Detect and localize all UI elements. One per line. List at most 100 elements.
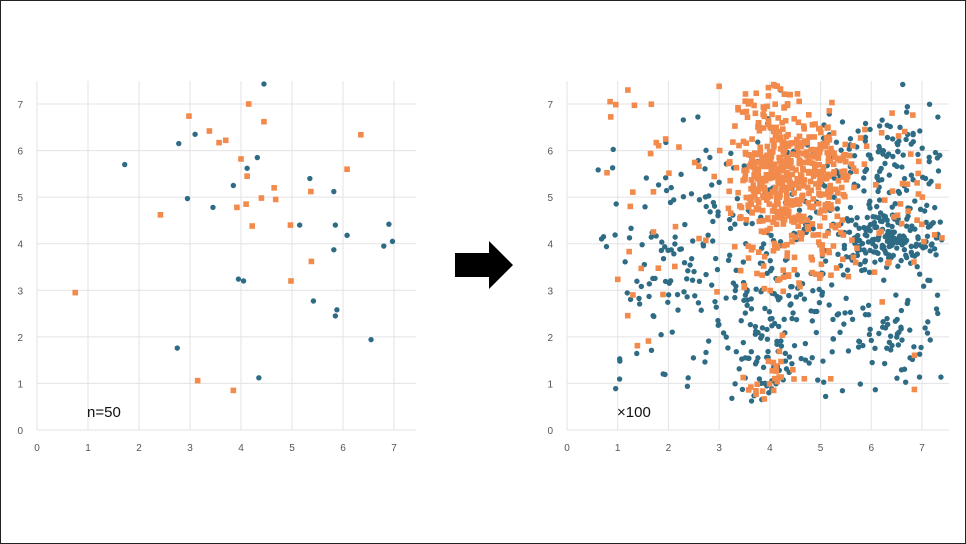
x-tick-label: 1 [615, 443, 621, 454]
blue-circle-point [922, 325, 928, 331]
orange-square-point [820, 164, 827, 170]
blue-circle-point [844, 215, 850, 222]
orange-square-point [627, 203, 634, 210]
blue-circle-point [733, 267, 739, 274]
orange-square-point [764, 143, 771, 150]
orange-square-point [766, 201, 773, 207]
orange-square-point [736, 142, 742, 149]
orange-square-point [771, 143, 777, 150]
orange-square-point [810, 232, 817, 238]
orange-square-point [655, 142, 662, 149]
orange-square-point [773, 363, 779, 369]
orange-square-point [839, 217, 846, 223]
orange-square-point [754, 270, 760, 277]
blue-circle-point [796, 207, 803, 213]
orange-square-point [770, 208, 776, 214]
orange-square-point [776, 128, 783, 135]
blue-circle-point [864, 214, 870, 221]
blue-circle-point [914, 251, 921, 257]
orange-square-point [245, 101, 252, 107]
blue-circle-point [907, 327, 913, 333]
blue-circle-point [122, 161, 128, 168]
blue-circle-point [741, 163, 747, 169]
orange-square-point [817, 241, 823, 248]
orange-square-point [780, 267, 787, 273]
blue-circle-point [332, 313, 339, 319]
orange-square-point [748, 384, 754, 390]
blue-circle-point [703, 203, 709, 210]
orange-square-point [638, 265, 645, 272]
blue-circle-point [811, 308, 818, 315]
scatter-chart-left: 0 1 2 3 4 5 6 7 0 1 2 3 4 5 6 7 n=50 [17, 81, 416, 454]
orange-square-point [746, 151, 752, 158]
orange-square-point [793, 167, 799, 173]
orange-square-point [761, 285, 768, 292]
orange-square-point [666, 170, 672, 176]
blue-circle-point [665, 292, 672, 298]
blue-circle-point [708, 282, 715, 288]
orange-square-point [761, 105, 768, 112]
orange-square-point [826, 249, 832, 256]
orange-square-point [825, 200, 831, 207]
blue-circle-point [868, 337, 875, 344]
blue-circle-point [861, 175, 867, 181]
orange-square-point [899, 180, 906, 187]
blue-circle-point [703, 349, 709, 356]
y-tick-label: 3 [17, 286, 23, 297]
orange-square-point [759, 272, 766, 278]
blue-circle-point [856, 338, 862, 344]
blue-circle-point [752, 323, 759, 330]
orange-square-point [745, 243, 752, 250]
orange-square-point [796, 212, 802, 219]
x-tick-label: 7 [391, 443, 397, 454]
blue-circle-point [822, 258, 829, 264]
orange-square-point [782, 186, 789, 192]
orange-square-point [789, 238, 795, 245]
orange-square-point [854, 245, 860, 251]
orange-square-point [765, 93, 772, 99]
orange-square-point [827, 375, 834, 382]
orange-square-point [716, 147, 723, 154]
blue-circle-point [876, 197, 883, 203]
orange-square-point [766, 149, 773, 155]
orange-square-point [777, 157, 783, 164]
blue-circle-point [866, 331, 873, 338]
blue-circle-point [917, 206, 924, 212]
orange-square-point [743, 194, 750, 201]
x-tick-label: 3 [716, 443, 722, 454]
orange-square-point [745, 387, 752, 393]
orange-square-point [767, 124, 774, 131]
blue-circle-point [753, 286, 759, 292]
orange-square-point [741, 282, 748, 289]
blue-circle-point [692, 293, 698, 299]
orange-square-point [769, 367, 776, 374]
orange-square-point [843, 158, 849, 165]
blue-circle-point [865, 239, 872, 245]
orange-square-point [781, 242, 787, 249]
orange-square-point [772, 161, 778, 168]
orange-square-point [742, 151, 749, 157]
orange-square-point [804, 224, 811, 230]
orange-square-point [753, 165, 760, 172]
orange-square-point [788, 232, 795, 239]
orange-square-point [812, 121, 818, 127]
blue-circle-point [655, 182, 662, 188]
orange-square-point [648, 101, 655, 108]
orange-square-point [804, 217, 811, 224]
orange-square-point [216, 139, 222, 146]
orange-square-point [800, 123, 807, 129]
blue-circle-point [891, 229, 897, 235]
blue-circle-point [925, 224, 932, 230]
blue-circle-point [192, 131, 198, 137]
blue-circle-point [935, 168, 942, 174]
orange-square-point [876, 230, 882, 237]
orange-square-point [804, 184, 811, 191]
blue-circle-point [688, 255, 695, 262]
blue-circle-point [876, 177, 882, 184]
blue-circle-point [831, 175, 837, 181]
orange-square-point [808, 146, 814, 153]
orange-square-point [761, 396, 768, 402]
orange-square-point [817, 145, 824, 152]
blue-circle-point [723, 295, 729, 301]
orange-square-point [786, 173, 792, 179]
